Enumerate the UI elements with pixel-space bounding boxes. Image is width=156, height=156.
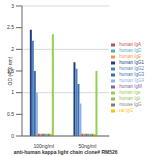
- html-text:mouse IgG: mouse IgG: [119, 102, 142, 107]
- svg-text:1: 1: [11, 89, 14, 95]
- html-text:human IgG1: human IgG1: [119, 60, 144, 65]
- html-text:human IgA: human IgA: [119, 42, 141, 47]
- svg-text:100ng/ml: 100ng/ml: [34, 143, 55, 149]
- html-text:rat IgG: rat IgG: [119, 108, 133, 113]
- html-text:human Igκ: human Igκ: [119, 90, 141, 95]
- svg-text:3: 3: [11, 3, 14, 9]
- svg-text:OD (450 nm): OD (450 nm): [7, 56, 13, 85]
- html-text:human IgD: human IgD: [119, 48, 142, 53]
- svg-text:2.5: 2.5: [7, 24, 14, 30]
- html-text:human Igλ: human Igλ: [119, 96, 141, 101]
- html-text:human IgG3: human IgG3: [119, 72, 144, 77]
- svg-text:0.5: 0.5: [7, 111, 14, 117]
- svg-text:anti-human kappa light chain c: anti-human kappa light chain clone# RM52…: [14, 149, 118, 155]
- svg-text:50ng/ml: 50ng/ml: [79, 143, 97, 149]
- html-text:human IgG2: human IgG2: [119, 66, 144, 71]
- svg-text:0: 0: [11, 133, 14, 139]
- html-text:human IgM: human IgM: [119, 84, 142, 89]
- html-text:human IgE: human IgE: [119, 54, 141, 59]
- svg-text:2: 2: [11, 46, 14, 52]
- html-text:human IgG4: human IgG4: [119, 78, 144, 83]
